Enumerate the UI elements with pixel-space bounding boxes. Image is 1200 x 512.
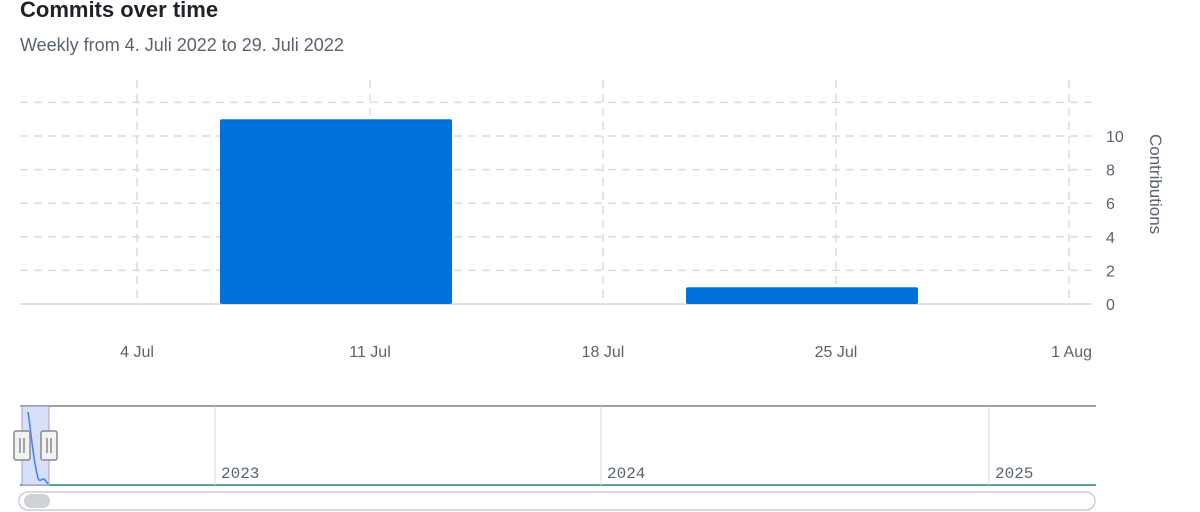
y-tick-label: 4 — [1106, 230, 1115, 247]
x-tick-label: 11 Jul — [349, 344, 391, 361]
y-axis-ticks: 0 2 4 6 8 10 — [1106, 129, 1124, 314]
navigator-year-label: 2023 — [221, 465, 259, 483]
chart-title: Commits over time — [20, 0, 219, 22]
navigator-scrollbar-thumb[interactable] — [24, 494, 50, 508]
chart-subtitle: Weekly from 4. Juli 2022 to 29. Juli 202… — [20, 35, 344, 55]
grid — [20, 80, 1092, 305]
y-tick-label: 2 — [1106, 263, 1115, 280]
bar-chart: 0 2 4 6 8 10 4 Jul 11 Jul 18 Jul 25 Jul 1 Aug Con… — [20, 80, 1165, 361]
navigator-background — [20, 406, 1096, 486]
x-tick-label: 1 Aug — [1051, 344, 1092, 361]
x-axis-ticks: 4 Jul 11 Jul 18 Jul 25 Jul 1 Aug — [120, 344, 1092, 361]
x-tick-label: 18 Jul — [582, 344, 625, 361]
y-tick-label: 10 — [1106, 129, 1124, 146]
navigator-years: 2023 2024 2025 — [214, 406, 1033, 485]
y-tick-label: 6 — [1106, 196, 1115, 213]
navigator-right-handle[interactable] — [40, 430, 58, 461]
bar-11-jul[interactable] — [220, 119, 452, 304]
y-axis-label: Contributions — [1146, 134, 1165, 234]
bar-25-jul[interactable] — [686, 287, 918, 304]
navigator-year-label: 2025 — [995, 465, 1033, 483]
y-tick-label: 8 — [1106, 163, 1115, 180]
y-tick-label: 0 — [1106, 297, 1115, 314]
navigator-year-label: 2024 — [607, 465, 645, 483]
x-tick-label: 4 Jul — [120, 344, 154, 361]
range-navigator[interactable]: 2023 2024 2025 — [0, 390, 1200, 512]
x-tick-label: 25 Jul — [815, 344, 858, 361]
navigator-series-line — [27, 411, 49, 485]
bars — [220, 119, 918, 304]
navigator-scrollbar-track[interactable] — [18, 491, 1096, 511]
navigator-left-handle[interactable] — [13, 430, 31, 461]
